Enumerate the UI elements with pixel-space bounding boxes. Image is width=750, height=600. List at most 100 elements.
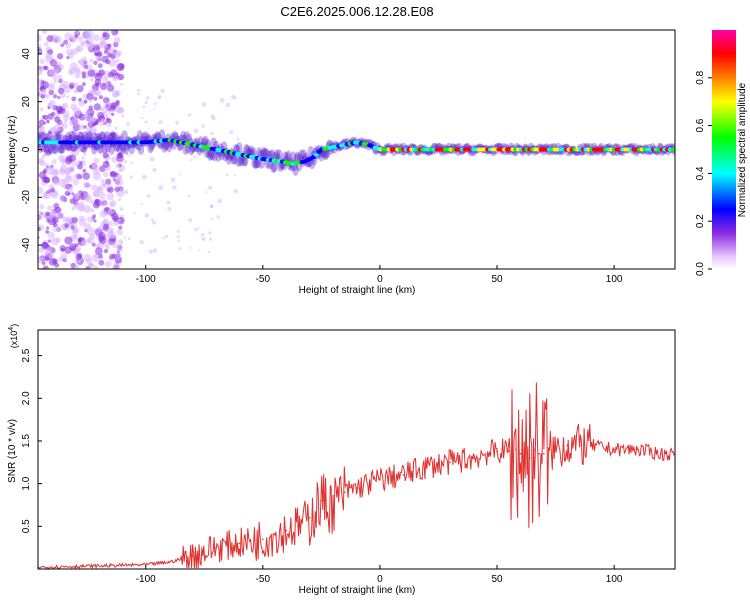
spectrogram-noise-cell xyxy=(198,249,201,252)
spectrogram-noise-cell xyxy=(98,149,103,155)
spectrogram-noise-cell xyxy=(113,36,121,44)
snr-data-point xyxy=(533,448,536,451)
spectrogram-noise-cell xyxy=(48,253,54,259)
snr-x-tick-label: 50 xyxy=(491,574,503,585)
spectrogram-noise-cell xyxy=(98,259,105,266)
spectrogram-noise-cell xyxy=(40,80,49,90)
spectrogram-noise-cell xyxy=(59,133,65,139)
snr-y-ticks: 0.5 1.0 1.5 2.0 2.5 xyxy=(21,348,42,533)
spectrogram-noise-cell xyxy=(93,103,102,111)
spectrogram-noise-cell xyxy=(91,184,99,192)
spectrogram-cell xyxy=(261,148,269,160)
spectrogram-noise-cell xyxy=(57,178,66,187)
spectrogram-noise-cell xyxy=(39,58,45,65)
spectrogram-noise-cell xyxy=(41,154,46,159)
spectrogram-cell xyxy=(236,142,243,154)
spectrogram-noise-cell xyxy=(52,94,58,99)
spectrogram-noise-cell xyxy=(83,193,90,201)
spectrogram-noise-cell xyxy=(194,227,198,232)
spectrogram-noise-cell xyxy=(39,204,45,210)
spectrogram-cell xyxy=(210,137,217,149)
spectrogram-noise-cell xyxy=(120,82,124,87)
spectrogram-cell xyxy=(46,131,53,143)
spectrogram-noise-cell xyxy=(101,148,109,155)
spectrogram-noise-cell xyxy=(117,218,121,222)
spectrogram-cell xyxy=(322,149,330,161)
spectrogram-noise-cell xyxy=(87,69,96,77)
spectrogram-noise-cell xyxy=(89,165,93,169)
spectrogram-noise-cell xyxy=(99,198,108,207)
spectrogram-noise-cell xyxy=(72,229,77,234)
colorbar-tick-label: 0.8 xyxy=(695,70,706,84)
spectrogram-noise-cell xyxy=(64,223,70,229)
spectrogram-cell xyxy=(59,142,66,154)
spectrogram-noise-cell xyxy=(49,166,54,171)
snr-data-point xyxy=(589,444,592,447)
spectrogram-cell xyxy=(294,151,302,163)
spectrogram-noise-cell xyxy=(48,69,55,76)
spectrogram-noise-cell xyxy=(123,189,129,195)
spectrogram-cell xyxy=(670,147,675,152)
spectrogram-noise-cell xyxy=(86,238,92,244)
spectrogram-noise-cell xyxy=(107,123,112,128)
spectrogram-noise-cell xyxy=(96,51,103,57)
colorbar-label: Normalized spectral amplitude xyxy=(737,82,748,217)
spectrogram-noise-cell xyxy=(92,191,99,198)
spectrogram-noise-cell xyxy=(148,249,153,254)
spectrogram-noise-cell xyxy=(55,237,61,243)
snr-y-axis-label: SNR (10 * v/v) xyxy=(7,419,18,483)
spectrogram-noise-cell xyxy=(60,196,66,202)
spectrogram-noise-cell xyxy=(83,125,87,129)
spectrogram-cell xyxy=(158,129,166,141)
spectrogram-noise-cell xyxy=(144,213,149,218)
spectrogram-cell xyxy=(271,161,278,173)
spectrogram-noise-cell xyxy=(38,210,44,220)
spectrogram-cell xyxy=(47,143,55,155)
spectrogram-noise-cell xyxy=(207,231,212,235)
spectrogram-noise-cell xyxy=(44,93,50,99)
spectrogram-cell xyxy=(277,161,284,173)
snr-panel: -100 -50 0 50 100 0.5 1.0 1.5 2.0 2.5 Height of … xyxy=(7,324,676,596)
spectrogram-noise-cell xyxy=(210,217,213,220)
snr-x-tick-label: 100 xyxy=(606,574,623,585)
spectrogram-noise-cell xyxy=(88,42,96,49)
spectrogram-noise-cell xyxy=(50,111,56,117)
spectrogram-noise-cell xyxy=(56,53,64,60)
spectrogram-noise-cell xyxy=(112,178,116,182)
colorbar: 0.0 0.2 0.4 0.6 0.8 Normalized spectral ampl… xyxy=(695,30,748,276)
spectrogram-noise-cell xyxy=(81,71,86,76)
spectrogram-noise-cell xyxy=(220,142,223,146)
spectrogram-noise-cell xyxy=(99,36,107,43)
spectrogram-noise-cell xyxy=(60,43,65,48)
spectrogram-noise-cell xyxy=(217,198,222,204)
spectrogram-noise-cell xyxy=(38,44,42,50)
snr-x-tick-label: -100 xyxy=(136,574,156,585)
spectrogram-cell xyxy=(103,131,111,143)
snr-data-point xyxy=(320,499,323,502)
spectrogram-y-tick-label: -40 xyxy=(21,237,32,252)
spectrogram-noise-cell xyxy=(46,35,54,43)
spectrogram-cell xyxy=(252,157,259,169)
snr-data-point xyxy=(613,448,615,451)
spectrogram-noise-cell xyxy=(106,192,115,201)
snr-data-point xyxy=(285,529,288,532)
snr-data-point xyxy=(109,564,112,567)
spectrogram-noise-cell xyxy=(62,257,67,263)
spectrogram-noise-cell xyxy=(41,115,46,119)
spectrogram-noise-cell xyxy=(97,63,103,69)
spectrogram-noise-cell xyxy=(137,89,141,92)
spectrogram-noise-cell xyxy=(153,102,157,106)
spectrogram-noise-cell xyxy=(101,182,107,189)
spectrogram-noise-cell xyxy=(75,193,79,197)
spectrogram-noise-cell xyxy=(92,201,100,209)
spectrogram-noise-cell xyxy=(73,82,79,88)
spectrogram-cell xyxy=(183,131,190,143)
spectrogram-noise-cell xyxy=(104,82,109,88)
spectrogram-noise-cell xyxy=(81,240,86,245)
spectrogram-noise-cell xyxy=(47,153,51,157)
spectrogram-noise-cell xyxy=(209,204,214,209)
spectrogram-noise-cell xyxy=(102,32,108,38)
spectrogram-noise-cell xyxy=(64,236,73,245)
spectrogram-noise-cell xyxy=(207,142,211,146)
spectrogram-noise-cell xyxy=(59,244,67,252)
